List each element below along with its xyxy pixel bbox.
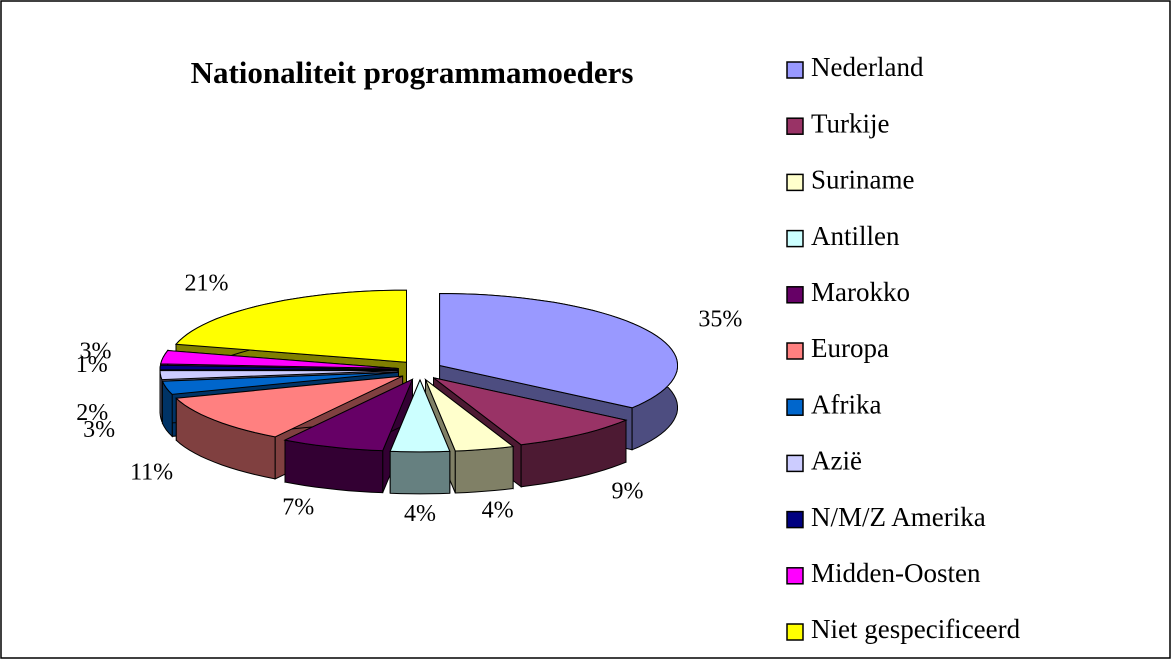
slice-top	[175, 375, 403, 438]
slice-top	[389, 378, 451, 453]
legend-swatch	[786, 510, 804, 529]
legend-label: Suriname	[811, 165, 914, 195]
data-label: 9%	[611, 478, 643, 504]
legend-swatch	[786, 229, 804, 248]
slice-side	[454, 445, 514, 494]
legend-label: Afrika	[811, 389, 881, 419]
legend-swatch	[786, 567, 804, 585]
slice-top	[161, 371, 399, 395]
data-label: 35%	[698, 307, 742, 333]
slice-top	[439, 292, 678, 409]
legend-label: Marokko	[811, 277, 910, 307]
legend-swatch	[786, 173, 804, 192]
data-label: 2%	[76, 400, 108, 426]
slice-side	[389, 450, 451, 495]
data-label: 4%	[482, 498, 514, 524]
slice-top	[159, 364, 399, 371]
legend-label: Antillen	[811, 221, 900, 251]
slice-top	[433, 377, 628, 446]
legend-label: Europa	[811, 333, 889, 363]
pie-slice	[424, 378, 515, 494]
legend-swatch	[786, 342, 804, 360]
data-label: 11%	[130, 459, 173, 485]
legend-label: Nederland	[811, 52, 924, 82]
legend-label: Turkije	[811, 108, 890, 138]
data-label: 21%	[185, 270, 229, 296]
legend-swatch	[786, 623, 804, 641]
data-label: 3%	[79, 339, 111, 365]
data-label: 3%	[83, 417, 115, 443]
legend-label: N/M/Z Amerika	[811, 502, 986, 532]
legend-label: Midden-Oosten	[811, 558, 981, 588]
slice-top	[283, 378, 414, 452]
data-label: 7%	[282, 495, 314, 521]
slice-top	[174, 289, 407, 363]
data-label: 4%	[404, 501, 436, 527]
legend-label: Azië	[811, 446, 862, 476]
legend-swatch	[786, 61, 804, 79]
legend-swatch	[786, 398, 804, 416]
slice-top	[424, 378, 515, 452]
slice-top	[159, 370, 399, 381]
data-label: 1%	[76, 352, 108, 378]
slice-top	[160, 349, 399, 369]
legend-swatch	[786, 117, 804, 135]
legend-swatch	[786, 454, 804, 473]
pie-slice	[389, 378, 451, 495]
legend-swatch	[786, 286, 804, 304]
chart-title: Nationaliteit programmamoeders	[191, 55, 634, 90]
legend-label: Niet gespecificeerd	[811, 614, 1021, 644]
